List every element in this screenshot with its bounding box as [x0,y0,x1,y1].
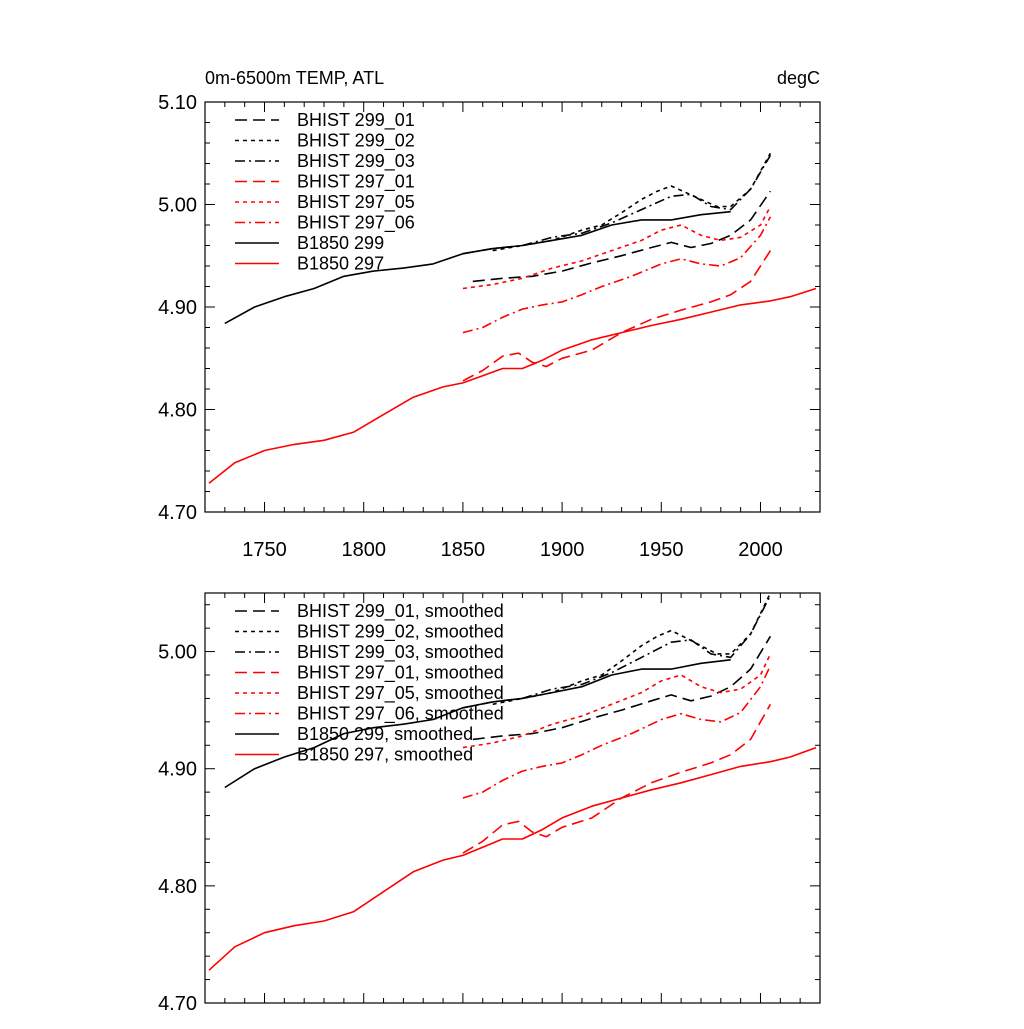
series-line-5 [462,665,772,799]
x-tick-label: 1850 [441,539,486,561]
y-tick-label: 4.90 [158,297,197,319]
series-line-4 [462,653,772,749]
series-line-0 [472,190,772,283]
legend-label-4: BHIST 297_05 [297,192,415,213]
x-tick-label: 1750 [242,539,287,561]
plot-frame [204,592,821,1004]
legend-label-7: B1850 297, smoothed [297,745,473,765]
y-tick-label: 4.70 [158,502,197,524]
legend-label-7: B1850 297 [297,254,384,274]
x-tick-label: 1800 [341,539,386,561]
legend-label-2: BHIST 299_03 [297,151,415,172]
legend-label-3: BHIST 297_01 [297,172,415,193]
series-line-7 [208,287,817,484]
series-line-5 [462,216,772,334]
panel-top: 0m-6500m TEMP, ATL degC 1750 1800 1850 1900… [158,68,821,561]
chart-units: degC [777,68,820,88]
legend-label-0: BHIST 299_01 [297,110,415,131]
legend-label-1: BHIST 299_02 [297,131,415,152]
series-line-1 [492,593,772,706]
series-group [208,152,817,484]
y-tick-label: 4.80 [158,400,197,422]
legend-label-6: B1850 299 [297,233,384,253]
legend-label-1: BHIST 299_02, smoothed [297,622,504,643]
legend-label-0: BHIST 299_01, smoothed [297,601,504,622]
series-line-6 [224,659,731,789]
legend-label-5: BHIST 297_06, smoothed [297,704,504,725]
y-tick-label: 4.70 [158,993,197,1015]
x-tick-label: 2000 [738,539,783,561]
legend-label-3: BHIST 297_01, smoothed [297,663,504,684]
legend-label-2: BHIST 299_03, smoothed [297,642,504,663]
series-line-0 [472,635,772,741]
x-tick-label: 1950 [639,539,684,561]
legend-label-6: B1850 299, smoothed [297,724,473,744]
series-line-3 [462,250,772,382]
series-group [208,593,817,971]
y-tick-label: 4.90 [158,759,197,781]
y-tick-label: 5.00 [158,642,197,664]
legend-label-5: BHIST 297_06 [297,213,415,234]
series-line-3 [462,703,772,854]
y-tick-label: 5.10 [158,92,197,114]
series-line-2 [462,154,772,255]
x-tick-label: 1900 [540,539,585,561]
legend-label-4: BHIST 297_05, smoothed [297,683,504,704]
y-tick-label: 5.00 [158,195,197,217]
series-line-1 [492,152,772,252]
series-line-7 [208,746,817,971]
chart-title: 0m-6500m TEMP, ATL [205,68,384,88]
y-tick-label: 4.80 [158,876,197,898]
series-line-4 [462,206,772,290]
series-line-6 [224,210,731,325]
series-line-2 [462,594,772,709]
